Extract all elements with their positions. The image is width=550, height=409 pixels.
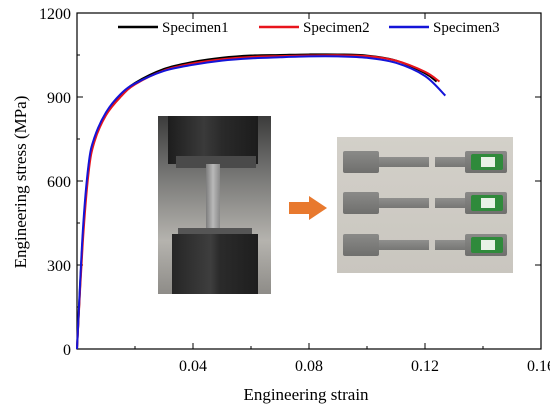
fractured-specimen xyxy=(343,234,507,256)
upper-grip-lip xyxy=(176,156,256,168)
y-tick-label: 0 xyxy=(63,342,71,359)
tick-labels: 0.04 0.08 0.12 0.16 0 300 600 900 1200 xyxy=(39,6,550,375)
x-tick-label: 0.08 xyxy=(295,358,323,375)
fractured-specimen xyxy=(343,151,507,173)
series-line-specimen2 xyxy=(76,54,441,350)
right-arrow-icon xyxy=(289,196,327,220)
legend-label-specimen1: Specimen1 xyxy=(162,20,229,36)
legend-label-specimen3: Specimen3 xyxy=(433,20,500,36)
y-tick-label: 1200 xyxy=(39,6,71,23)
x-tick-label: 0.16 xyxy=(527,358,550,375)
y-tick-label: 300 xyxy=(47,258,71,275)
x-axis-title: Engineering strain xyxy=(243,385,369,404)
fractured-specimen xyxy=(343,192,507,214)
lower-grip xyxy=(172,234,258,294)
series-line-specimen3 xyxy=(76,55,447,350)
x-tick-label: 0.04 xyxy=(179,358,207,375)
legend: Specimen1 Specimen2 Specimen3 xyxy=(118,20,500,36)
x-tick-label: 0.12 xyxy=(411,358,439,375)
y-tick-label: 900 xyxy=(47,90,71,107)
y-tick-label: 600 xyxy=(47,174,71,191)
series-layer xyxy=(76,53,447,350)
fractured-specimens-photo xyxy=(337,137,513,273)
tensile-test-fixture-photo xyxy=(158,116,271,294)
legend-label-specimen2: Specimen2 xyxy=(303,20,370,36)
y-axis-title: Engineering stress (MPa) xyxy=(11,96,30,269)
